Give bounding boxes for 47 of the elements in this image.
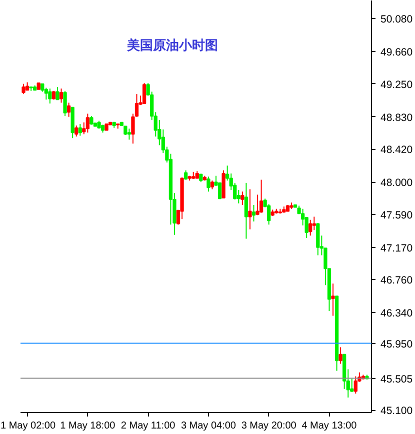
x-tick-label: 3 May 04:00 bbox=[180, 420, 236, 432]
candlestick bbox=[338, 346, 342, 364]
candlestick bbox=[142, 82, 146, 104]
candlestick bbox=[44, 87, 48, 100]
candlestick bbox=[259, 179, 264, 214]
candlestick bbox=[63, 90, 67, 117]
y-tick-label: 47.170 bbox=[380, 242, 413, 254]
candlestick bbox=[66, 102, 71, 118]
y-tick-label: 47.590 bbox=[380, 209, 413, 222]
y-tick-label: 45.100 bbox=[380, 405, 413, 418]
candlestick bbox=[218, 182, 222, 200]
candlestick bbox=[354, 376, 358, 394]
candlestick bbox=[22, 83, 26, 95]
y-tick-label: 48.000 bbox=[380, 177, 413, 190]
y-tick-label: 49.660 bbox=[380, 46, 413, 59]
candlestick bbox=[86, 113, 90, 134]
candlestick bbox=[312, 216, 316, 231]
y-tick-label: 46.340 bbox=[380, 308, 413, 320]
candlestick bbox=[56, 86, 60, 100]
candlestick bbox=[252, 204, 256, 222]
candlestick bbox=[244, 182, 248, 240]
candlestick bbox=[248, 188, 252, 230]
x-tick-label: 4 May 13:00 bbox=[302, 420, 358, 432]
candlestick bbox=[78, 123, 82, 136]
x-tick-label: 2 May 11:00 bbox=[120, 420, 176, 432]
ref-line-label: 45.950 bbox=[380, 338, 413, 350]
x-tick-label: 1 May 18:00 bbox=[60, 420, 116, 432]
y-tick-label: 49.250 bbox=[380, 78, 413, 91]
y-tick-label: 48.830 bbox=[380, 112, 413, 124]
candlestick bbox=[331, 283, 335, 316]
x-tick-label: 1 May 02:00 bbox=[0, 420, 56, 432]
candlestick bbox=[236, 189, 240, 204]
candlestick bbox=[184, 170, 188, 180]
candlestick bbox=[206, 176, 210, 192]
x-tick-label: 3 May 20:00 bbox=[241, 420, 297, 432]
ref-line-label: 45.505 bbox=[380, 373, 413, 386]
candlestick bbox=[316, 222, 320, 256]
y-tick-label: 46.760 bbox=[380, 274, 413, 287]
candlestick bbox=[240, 191, 244, 206]
candlestick bbox=[127, 128, 132, 140]
candlestick bbox=[59, 88, 64, 104]
y-tick-label: 48.420 bbox=[380, 144, 413, 156]
candlestick bbox=[74, 125, 78, 138]
y-tick-label: 50.080 bbox=[380, 14, 413, 26]
text: 美国原油小时图 bbox=[126, 38, 218, 52]
candlestick bbox=[48, 88, 52, 104]
candlestick bbox=[308, 219, 312, 236]
